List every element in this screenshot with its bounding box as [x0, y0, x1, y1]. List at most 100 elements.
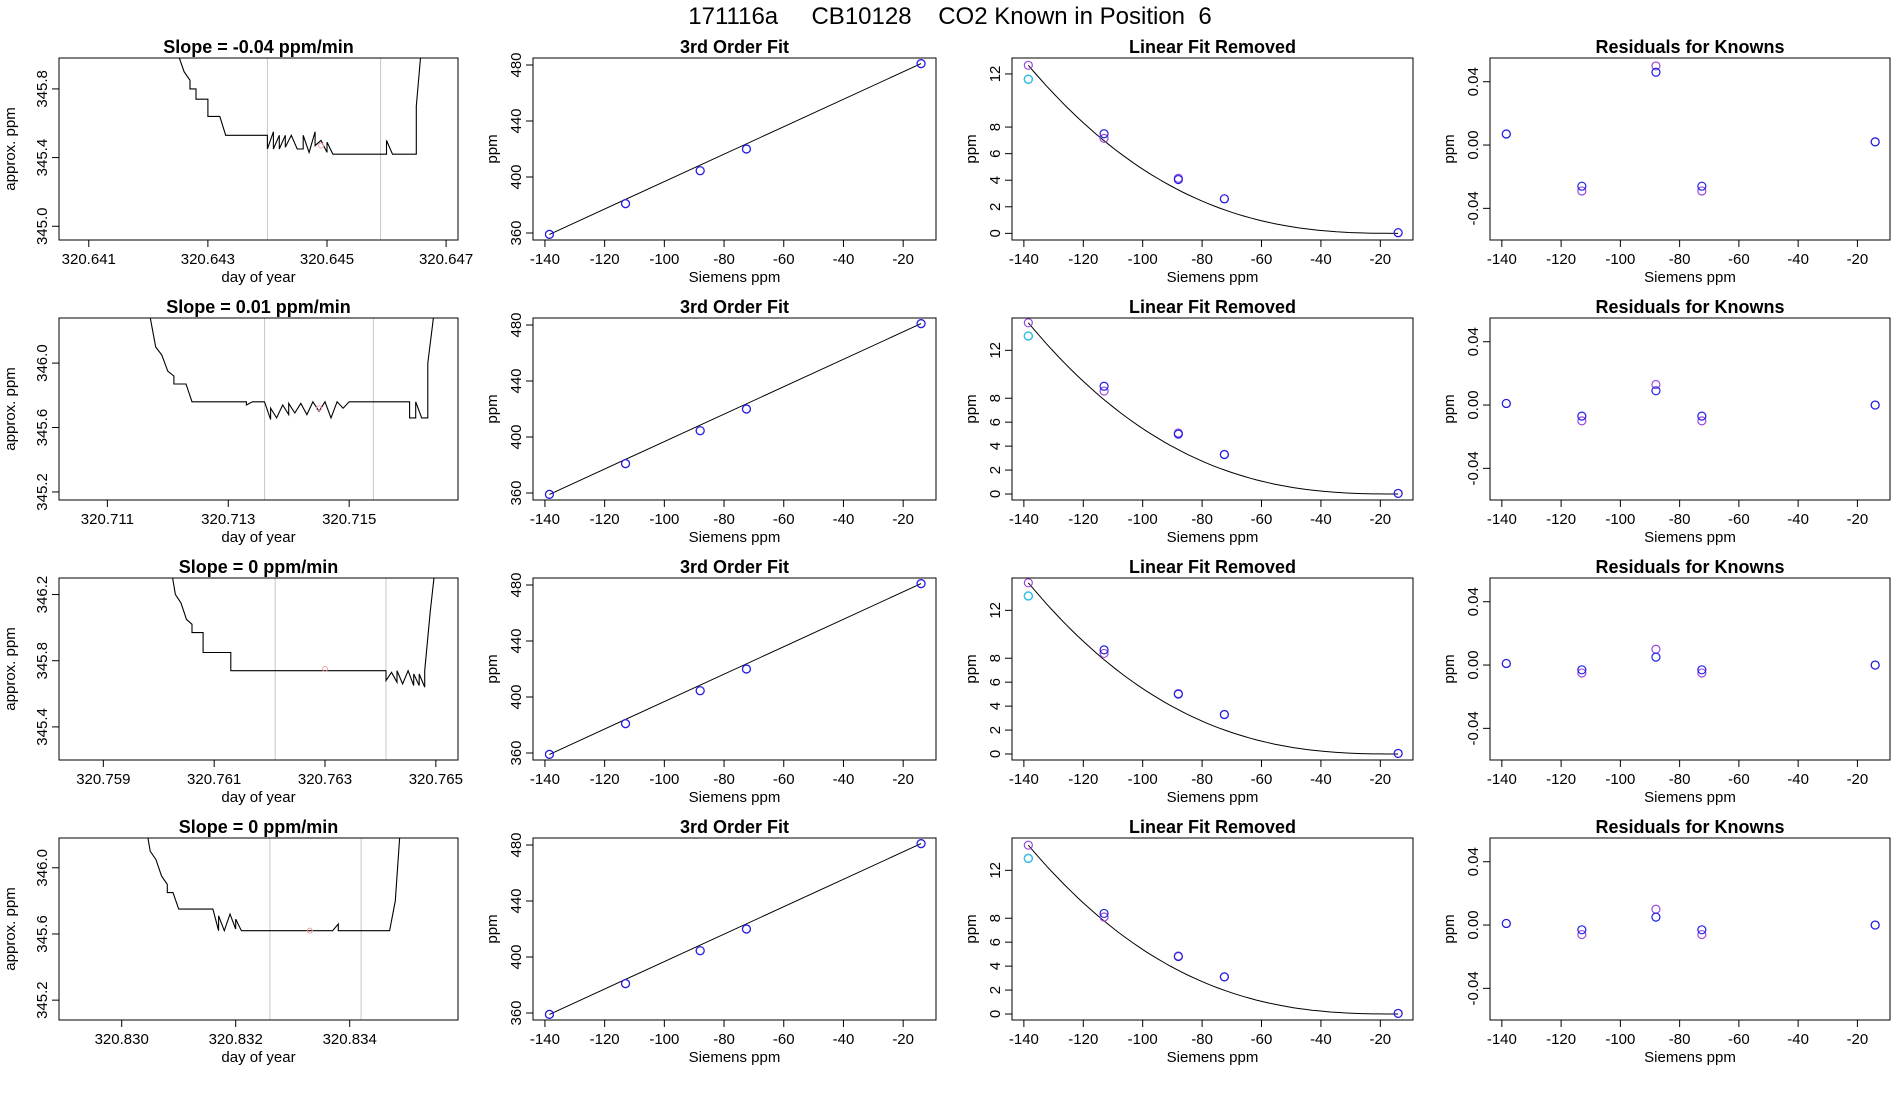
y-tick-label: 400	[508, 424, 525, 449]
data-point-blue	[1501, 658, 1511, 669]
data-point-blue	[620, 199, 631, 209]
y-tick-label: 440	[508, 888, 525, 913]
x-tick-label: -120	[590, 511, 620, 528]
y-tick-label: 4	[987, 962, 1004, 970]
data-point-blue	[1501, 918, 1511, 929]
y-tick-label: 480	[508, 832, 525, 857]
x-tick-label: -80	[1669, 771, 1691, 788]
trace-line	[149, 318, 434, 420]
y-axis-label: ppm	[963, 914, 980, 943]
x-tick-label: -140	[1009, 251, 1039, 268]
data-point-blue	[1173, 429, 1183, 439]
plot-frame	[58, 577, 459, 761]
plot-frame	[58, 57, 459, 241]
y-axis-label: approx. ppm	[2, 627, 19, 710]
y-tick-label: 2	[987, 726, 1004, 734]
data-point-blue	[1651, 912, 1661, 922]
y-tick-label: 12	[987, 342, 1004, 359]
y-tick-label: 2	[987, 466, 1004, 474]
plot-area	[1023, 840, 1403, 1019]
y-axis-label: ppm	[484, 654, 501, 683]
data-point-violet	[1651, 61, 1661, 71]
data-point-blue	[1099, 908, 1109, 919]
plot-area	[149, 318, 434, 500]
panel-title: Residuals for Knowns	[1595, 817, 1784, 837]
panel-title: Residuals for Knowns	[1595, 557, 1784, 577]
x-tick-label: -20	[1847, 771, 1869, 788]
x-tick-label: -140	[1009, 1031, 1039, 1048]
x-tick-label: -40	[1310, 1031, 1332, 1048]
x-tick-label: -100	[1128, 1031, 1158, 1048]
plot-frame	[1011, 577, 1414, 761]
data-point-violet	[1577, 929, 1587, 940]
data-point-blue	[1099, 645, 1109, 655]
x-tick-label: 320.832	[209, 1031, 263, 1048]
y-tick-label: 360	[508, 480, 525, 505]
data-point-blue	[741, 924, 752, 934]
x-axis-label: Siemens ppm	[1644, 269, 1736, 286]
panel-linear-row2: Linear Fit Removed -140 -120 -100 -80 -60 -40 -…	[963, 297, 1414, 546]
y-tick-label: 6	[987, 149, 1004, 157]
x-tick-label: -20	[1369, 1031, 1391, 1048]
y-axis-label: ppm	[1441, 394, 1458, 423]
x-tick-label: 320.715	[322, 511, 376, 528]
x-tick-label: -100	[649, 251, 679, 268]
data-point-blue	[741, 404, 752, 414]
data-point-violet	[1697, 186, 1707, 196]
y-axis-label: ppm	[963, 654, 980, 683]
x-tick-label: -60	[1251, 251, 1273, 268]
plot-area	[1023, 60, 1403, 238]
y-tick-label: 360	[508, 1000, 525, 1025]
y-axis-label: approx. ppm	[2, 887, 19, 970]
data-point-blue	[1393, 228, 1403, 238]
data-point-blue	[1697, 925, 1707, 935]
x-tick-label: -60	[1728, 1031, 1750, 1048]
x-tick-label: -60	[773, 251, 795, 268]
x-tick-label: -80	[1191, 251, 1213, 268]
y-tick-label: 0.04	[1465, 587, 1482, 616]
data-point-blue	[1219, 709, 1229, 720]
data-point-violet	[1099, 912, 1109, 922]
x-tick-label: 320.759	[76, 771, 130, 788]
mean-point	[306, 927, 313, 934]
y-tick-label: -0.04	[1465, 451, 1482, 485]
y-tick-label: 345.8	[34, 642, 51, 680]
y-tick-label: 345.6	[34, 915, 51, 953]
x-tick-label: -100	[649, 511, 679, 528]
data-point-blue	[1697, 411, 1707, 421]
data-point-blue	[695, 946, 705, 956]
x-tick-label: -80	[713, 771, 735, 788]
x-tick-label: -80	[1191, 1031, 1213, 1048]
data-point-blue	[1501, 129, 1511, 139]
x-tick-label: -100	[649, 1031, 679, 1048]
data-point-violet	[1651, 644, 1661, 654]
x-tick-label: -80	[1191, 511, 1213, 528]
x-axis-label: Siemens ppm	[1167, 1049, 1259, 1066]
trace-line	[178, 58, 422, 155]
y-tick-label: 4	[987, 702, 1004, 710]
data-point-blue	[1651, 67, 1661, 77]
data-point-blue	[695, 426, 705, 436]
y-tick-label: 400	[508, 944, 525, 969]
x-tick-label: -100	[1605, 251, 1635, 268]
panel-title: Linear Fit Removed	[1129, 817, 1296, 837]
data-point-blue	[1173, 951, 1183, 962]
x-tick-label: -60	[1251, 1031, 1273, 1048]
x-tick-label: -40	[1310, 771, 1332, 788]
data-point-blue	[1870, 400, 1880, 410]
data-point-violet	[1099, 133, 1109, 143]
x-tick-label: -120	[1068, 511, 1098, 528]
y-axis-label: ppm	[1441, 914, 1458, 943]
x-tick-label: -140	[530, 511, 560, 528]
x-tick-label: -20	[892, 771, 914, 788]
x-axis-label: day of year	[221, 1049, 295, 1066]
panel-fit-row4: 3rd Order Fit -140 -120 -100 -80 -60 -40 -20 360…	[484, 817, 937, 1066]
panel-title: Slope = -0.04 ppm/min	[163, 37, 354, 57]
y-tick-label: 0.04	[1465, 67, 1482, 96]
y-tick-label: 440	[508, 368, 525, 393]
x-tick-label: -120	[1546, 251, 1576, 268]
y-tick-label: 0	[987, 750, 1004, 758]
x-tick-label: -140	[1009, 771, 1039, 788]
panel-title: 3rd Order Fit	[680, 557, 789, 577]
data-point-blue	[741, 144, 752, 154]
